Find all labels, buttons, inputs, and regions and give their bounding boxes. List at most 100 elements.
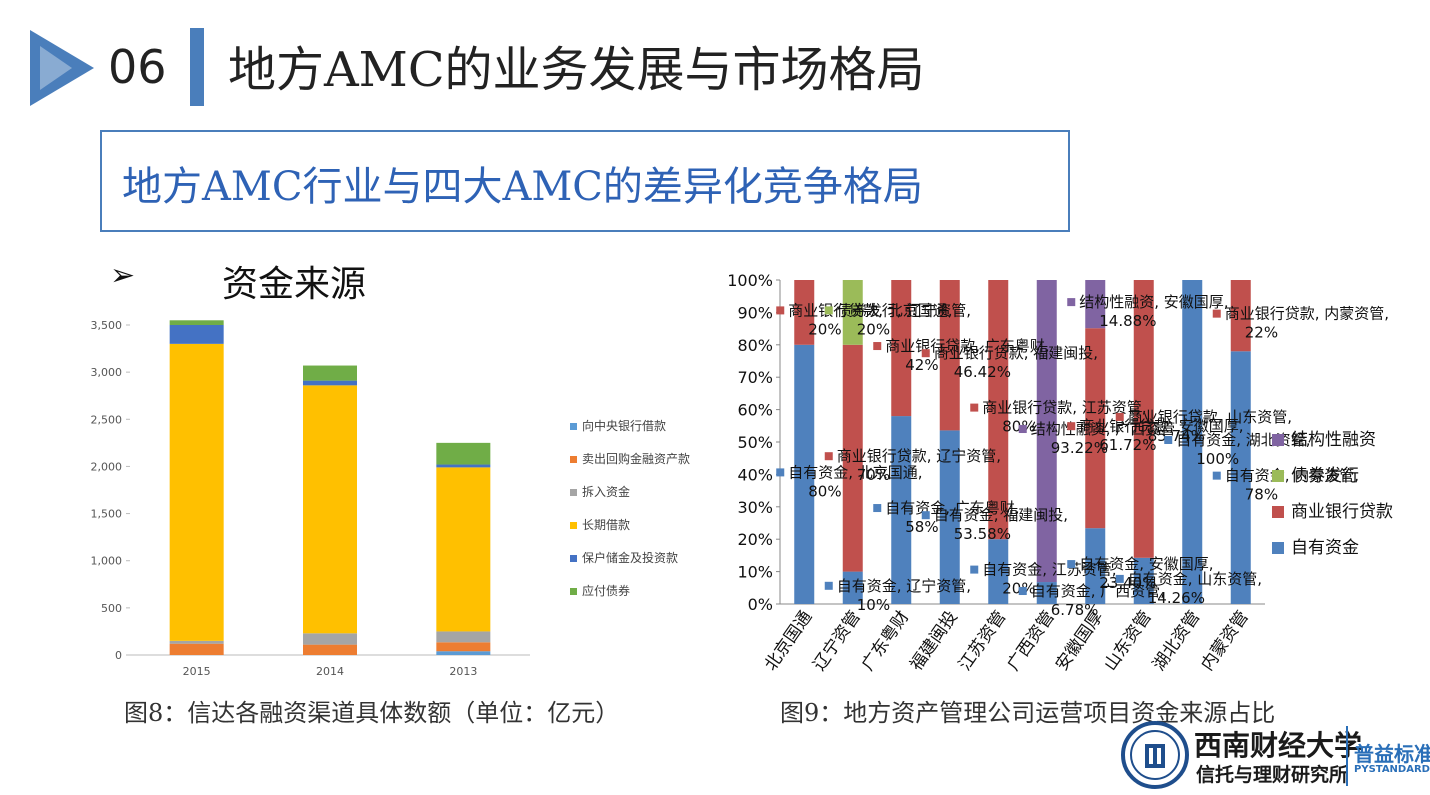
- data-label: 自有资金, 安徽国厚, 23.40%: [1079, 555, 1213, 592]
- bar-segment: [794, 280, 815, 345]
- data-label: 结构性融资, 安徽国厚, 14.88%: [1079, 293, 1228, 330]
- data-label-marker: [1067, 560, 1076, 569]
- legend-swatch: [570, 522, 577, 529]
- data-label: 自有资金, 北京国通, 80%: [788, 463, 922, 500]
- data-label: 自有资金, 福建闽投, 53.58%: [934, 506, 1068, 543]
- bar-segment: [1133, 557, 1154, 604]
- bar-segment: [842, 571, 863, 604]
- data-label-marker: [921, 511, 930, 520]
- y-tick-label: 2,000: [91, 460, 123, 473]
- legend-label: 长期借款: [582, 518, 630, 532]
- legend-swatch: [1272, 470, 1284, 482]
- data-label: 商业银行贷款, 辽宁资管, 70%: [837, 447, 1001, 484]
- y-tick-label: 60%: [737, 401, 773, 420]
- y-tick-label: 10%: [737, 563, 773, 582]
- bar-segment: [1085, 328, 1106, 529]
- x-tick-label: 北京国通: [761, 607, 816, 674]
- legend-label: 自有资金: [1291, 538, 1359, 558]
- x-tick-label: 江苏资管: [955, 607, 1010, 674]
- legend-label: 向中央银行借款: [582, 418, 666, 433]
- data-label: 自有资金, 广东粤财, 58%: [885, 499, 1019, 536]
- data-label-marker: [1067, 422, 1076, 431]
- logo-university-name: 西南财经大学: [1194, 729, 1363, 762]
- logo-institute-name: 信托与理财研究所: [1196, 764, 1349, 786]
- bar-segment: [303, 385, 357, 634]
- y-tick-label: 90%: [737, 303, 773, 322]
- x-tick-label: 2013: [449, 665, 477, 678]
- data-label-marker: [1115, 412, 1124, 421]
- bar-segment: [169, 320, 224, 325]
- x-tick-label: 2015: [183, 665, 211, 678]
- y-tick-label: 50%: [737, 433, 773, 452]
- slide-title: 地方AMC的业务发展与市场格局: [228, 42, 925, 98]
- bar-segment: [1230, 351, 1251, 604]
- bar-segment: [1133, 280, 1154, 558]
- bar-segment: [1182, 280, 1203, 604]
- x-tick-label: 内蒙资管: [1197, 607, 1252, 674]
- subtitle-text: 地方AMC行业与四大AMC的差异化竞争格局: [122, 164, 923, 210]
- data-label-marker: [824, 306, 833, 315]
- legend-label: 结构性融资: [1291, 430, 1376, 450]
- legend-label: 保户储金及投资款: [582, 550, 678, 565]
- data-label: 商业银行贷款, 北京国通, 20%: [788, 301, 952, 338]
- y-tick-label: 70%: [737, 368, 773, 387]
- bar-segment: [303, 365, 357, 381]
- y-tick-label: 0: [115, 649, 122, 662]
- y-tick-label: 80%: [737, 336, 773, 355]
- bar-segment: [1036, 280, 1057, 583]
- chart-right: 0% 10% 20% 30% 40% 50% 60% 70% 80% 90% 100% 北京国通辽宁资…: [727, 271, 1393, 675]
- y-tick-label: 2,500: [91, 413, 123, 426]
- bar-segment: [169, 643, 224, 655]
- bar-segment: [988, 539, 1009, 604]
- y-tick-label: 30%: [737, 498, 773, 517]
- bar-segment: [794, 344, 815, 604]
- data-label-marker: [970, 403, 979, 412]
- bar-segment: [436, 467, 491, 632]
- bar-segment: [436, 651, 491, 655]
- bar-segment: [436, 631, 491, 643]
- legend-label: 商业银行贷款: [1291, 502, 1393, 522]
- data-label-marker: [921, 349, 930, 358]
- institution-logo: 西南财经大学 信托与理财研究所 普益标准 PYSTANDARD: [1120, 718, 1430, 794]
- legend-swatch: [1272, 506, 1284, 518]
- bar-segment: [1085, 528, 1106, 604]
- legend-swatch: [1272, 434, 1284, 446]
- legend-swatch: [570, 588, 577, 595]
- x-tick-label: 广东粤财: [858, 607, 913, 674]
- data-label: 自有资金, 广西资管, 6.78%: [1031, 582, 1165, 619]
- y-tick-label: 1,500: [91, 508, 123, 521]
- legend-label: 债券发行: [1291, 466, 1359, 486]
- bar-segment: [436, 642, 491, 652]
- y-tick-label: 0%: [748, 595, 773, 614]
- bar-segment: [436, 442, 491, 465]
- legend-swatch: [570, 489, 577, 496]
- caption-left: 图8：信达各融资渠道具体数额（单位：亿元）: [124, 699, 620, 727]
- y-tick-label: 3,000: [91, 366, 123, 379]
- x-tick-label: 2014: [316, 665, 344, 678]
- bar-segment: [303, 633, 357, 645]
- data-label: 商业银行贷款, 安徽国厚, 61.72%: [1079, 417, 1243, 454]
- header-arrow-icon: [30, 30, 94, 106]
- bar-segment: [988, 280, 1009, 540]
- data-label: 自有资金, 内蒙资管, 78%: [1225, 467, 1359, 504]
- y-tick-label: 1,000: [91, 555, 123, 568]
- logo-brand-en: PYSTANDARD: [1354, 764, 1430, 775]
- subtitle-box: 地方AMC行业与四大AMC的差异化竞争格局: [100, 130, 1070, 232]
- logo-brand: 普益标准: [1354, 742, 1430, 766]
- data-label: 商业银行贷款, 山东资管, 85.74%: [1128, 408, 1292, 445]
- data-label-marker: [1212, 309, 1221, 318]
- university-seal-icon: [1121, 721, 1189, 789]
- data-label-marker: [776, 468, 785, 477]
- data-label-marker: [824, 452, 833, 461]
- bar-segment: [1085, 280, 1106, 329]
- data-label: 商业银行贷款, 福建闽投, 46.42%: [934, 344, 1098, 381]
- data-label-marker: [970, 565, 979, 574]
- legend-label: 卖出回购金融资产款: [582, 451, 690, 466]
- data-label-marker: [873, 342, 882, 351]
- bullet-arrow-icon: ➢: [110, 258, 136, 293]
- bar-segment: [1036, 582, 1057, 604]
- data-label-marker: [1018, 587, 1027, 596]
- data-label-marker: [1067, 298, 1076, 307]
- bar-segment: [891, 416, 912, 604]
- data-label: 自有资金, 辽宁资管, 10%: [837, 577, 971, 614]
